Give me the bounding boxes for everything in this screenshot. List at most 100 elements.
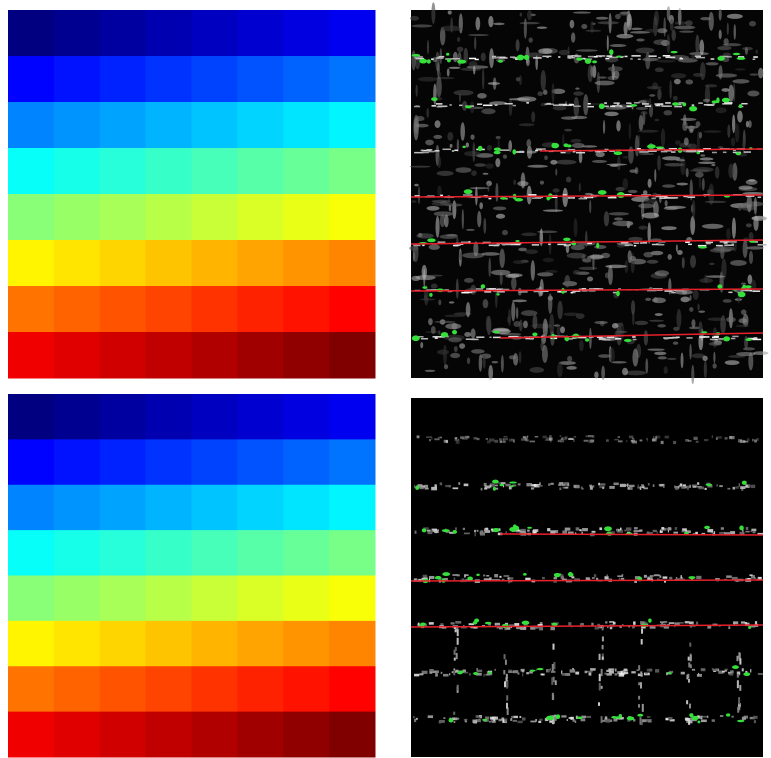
texture-streak <box>484 674 485 677</box>
texture-streak <box>698 102 703 104</box>
keypoint <box>598 190 607 195</box>
keypoint <box>568 572 573 576</box>
texture-streak <box>588 103 591 105</box>
keypoint <box>515 240 519 242</box>
texture-blob <box>573 270 580 275</box>
texture-blob <box>727 23 729 35</box>
texture-streak <box>696 441 699 443</box>
texture-streak <box>565 487 569 489</box>
texture-streak <box>702 716 707 718</box>
texture-streak <box>503 438 508 440</box>
texture-streak <box>519 291 528 293</box>
texture-streak <box>706 243 711 245</box>
texture-blob <box>705 84 717 87</box>
keypoint <box>619 714 622 718</box>
texture-streak <box>689 704 691 709</box>
texture-streak <box>558 56 560 58</box>
texture-streak <box>664 290 672 292</box>
texture-blob <box>543 258 554 263</box>
texture-streak <box>455 718 459 720</box>
texture-blob <box>605 265 627 269</box>
keypoint <box>723 336 730 341</box>
texture-blob <box>753 351 768 355</box>
texture-blob <box>685 20 693 26</box>
texture-streak <box>606 574 608 576</box>
texture-streak <box>638 58 641 60</box>
texture-blob <box>702 224 724 229</box>
texture-blob <box>612 64 615 80</box>
texture-blob <box>644 330 648 345</box>
texture-streak <box>758 244 767 246</box>
texture-streak <box>610 106 615 108</box>
texture-streak <box>415 531 417 534</box>
texture-blob <box>566 177 571 183</box>
keypoint <box>616 291 620 296</box>
texture-streak <box>509 577 514 579</box>
grid-cell <box>237 10 283 57</box>
texture-streak <box>437 241 445 243</box>
texture-streak <box>658 57 661 59</box>
keypoint <box>488 671 492 674</box>
texture-blob <box>695 35 699 55</box>
texture-blob <box>690 216 695 235</box>
texture-streak <box>641 719 643 725</box>
texture-blob <box>632 348 638 366</box>
texture-blob <box>511 277 517 290</box>
texture-streak <box>452 58 460 60</box>
texture-blob <box>416 85 418 97</box>
grid-cell <box>237 485 283 531</box>
texture-streak <box>724 244 734 246</box>
texture-streak <box>660 621 664 623</box>
texture-blob <box>513 180 516 185</box>
texture-streak <box>530 338 534 340</box>
texture-blob <box>605 272 610 278</box>
keypoint <box>737 57 746 60</box>
texture-streak <box>568 532 574 534</box>
keypoint <box>427 59 431 63</box>
texture-streak <box>464 533 470 535</box>
keypoint <box>745 285 752 288</box>
texture-streak <box>705 488 707 490</box>
keypoint <box>493 487 496 491</box>
texture-streak <box>501 441 506 443</box>
texture-blob <box>709 263 714 266</box>
texture-blob <box>488 16 493 27</box>
texture-streak <box>490 485 492 488</box>
texture-blob <box>433 84 436 105</box>
texture-streak <box>723 152 727 154</box>
texture-streak <box>714 336 719 338</box>
texture-streak <box>587 671 593 673</box>
grid-cell <box>283 332 329 379</box>
texture-streak <box>552 693 554 700</box>
texture-blob <box>518 248 527 252</box>
grid-cell <box>283 666 329 712</box>
texture-streak <box>485 485 491 488</box>
texture-streak <box>494 574 498 577</box>
texture-streak <box>508 671 514 673</box>
texture-streak <box>429 669 433 672</box>
texture-streak <box>642 704 644 712</box>
texture-blob <box>511 301 515 321</box>
texture-streak <box>480 530 483 532</box>
texture-streak <box>532 244 539 246</box>
texture-streak <box>615 338 621 340</box>
texture-streak <box>661 527 664 530</box>
keypoint <box>457 60 466 64</box>
keypoint <box>698 246 707 249</box>
texture-blob <box>415 116 424 121</box>
texture-blob <box>427 206 440 211</box>
texture-streak <box>742 717 746 720</box>
texture-blob <box>703 99 710 102</box>
texture-streak <box>506 531 507 533</box>
texture-blob <box>438 330 440 335</box>
texture-blob <box>589 328 592 349</box>
keypoint <box>447 59 451 63</box>
keypoint <box>556 714 561 719</box>
texture-blob <box>481 52 486 61</box>
feature-image-top <box>409 2 768 384</box>
texture-blob <box>455 167 471 173</box>
texture-streak <box>585 435 588 437</box>
texture-streak <box>646 719 652 721</box>
grid-cell <box>100 530 146 576</box>
texture-blob <box>564 129 572 132</box>
